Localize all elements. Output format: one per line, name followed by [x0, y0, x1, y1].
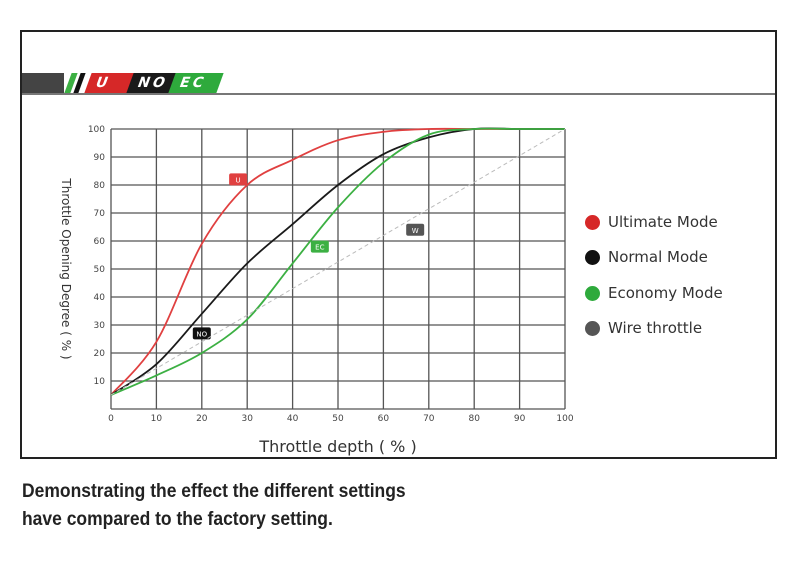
series-line-w — [110, 128, 566, 396]
caption-line-2: have compared to the factory setting. — [22, 509, 333, 530]
x-tick-label: 90 — [514, 414, 526, 424]
y-tick-label: 10 — [94, 377, 106, 387]
legend-label: Wire throttle — [608, 319, 703, 337]
series-tag-box — [310, 240, 329, 253]
legend-dot-icon — [585, 214, 600, 230]
legend-dot-icon — [585, 285, 600, 301]
y-tick-label: 70 — [94, 209, 106, 219]
y-tick-label: 30 — [94, 321, 106, 331]
y-tick-label: 50 — [94, 265, 106, 275]
legend-normal: Normal Mode — [585, 248, 708, 266]
y-tick-label: 20 — [94, 349, 106, 359]
series-line-ec — [110, 127, 565, 396]
mode-header-band: U NO EC — [22, 70, 775, 95]
series-tag-label: NO — [196, 330, 207, 338]
y-tick-label: 100 — [88, 125, 105, 135]
chart-frame — [20, 30, 777, 459]
series-tag-box — [406, 223, 425, 236]
y-tick-label: 60 — [94, 237, 106, 247]
y-axis-label: Throttle Opening Degree ( % ) — [59, 177, 73, 359]
x-axis-label: Throttle depth ( % ) — [258, 437, 416, 456]
band-line — [22, 93, 775, 95]
series-tag-label: EC — [315, 244, 324, 252]
series-tag-box — [229, 173, 248, 186]
series-tag-label: W — [412, 227, 419, 235]
caption-line-1: Demonstrating the effect the different s… — [22, 481, 406, 502]
y-tick-label: 90 — [94, 153, 106, 163]
legend-dot-icon — [585, 249, 600, 265]
legend-wire: Wire throttle — [585, 319, 702, 337]
x-tick-label: 80 — [468, 414, 480, 424]
series-tag-label: U — [236, 176, 241, 184]
x-tick-label: 50 — [332, 414, 344, 424]
x-tick-label: 60 — [378, 414, 390, 424]
x-tick-label: 100 — [556, 414, 573, 424]
legend-dot-icon — [585, 320, 600, 336]
x-tick-label: 70 — [423, 414, 435, 424]
series-tag-box — [192, 327, 211, 340]
legend-ultimate: Ultimate Mode — [585, 213, 718, 231]
x-tick-label: 20 — [196, 414, 208, 424]
x-tick-label: 40 — [287, 414, 299, 424]
band-dark-stripe — [22, 73, 64, 93]
y-tick-label: 80 — [94, 181, 106, 191]
legend-label: Ultimate Mode — [608, 213, 718, 231]
caption: Demonstrating the effect the different s… — [22, 478, 406, 534]
legend-label: Economy Mode — [608, 284, 723, 302]
legend-label: Normal Mode — [608, 248, 708, 266]
x-tick-label: 30 — [241, 414, 253, 424]
x-tick-label: 10 — [151, 414, 163, 424]
legend-economy: Economy Mode — [585, 284, 723, 302]
y-tick-label: 40 — [94, 293, 106, 303]
x-tick-label: 0 — [108, 414, 114, 424]
